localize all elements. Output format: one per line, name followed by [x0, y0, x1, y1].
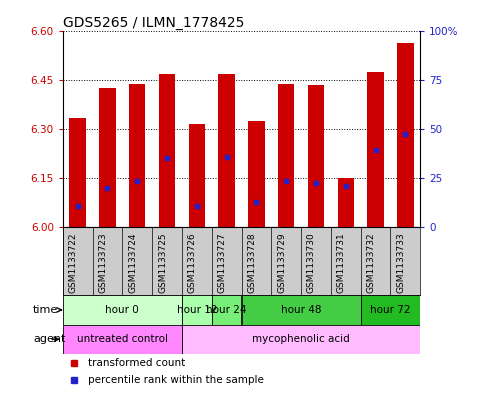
Text: agent: agent [33, 334, 65, 344]
Bar [368, 72, 384, 227]
Bar [189, 124, 205, 227]
Text: GSM1133723: GSM1133723 [99, 232, 108, 293]
Text: untreated control: untreated control [77, 334, 168, 344]
Bar [63, 325, 182, 354]
Text: GSM1133724: GSM1133724 [128, 232, 137, 293]
Bar [182, 295, 212, 325]
Bar [248, 121, 265, 227]
Bar [63, 295, 182, 325]
Text: GSM1133726: GSM1133726 [188, 232, 197, 293]
Text: GSM1133725: GSM1133725 [158, 232, 167, 293]
Text: GSM1133727: GSM1133727 [218, 232, 227, 293]
Text: time: time [33, 305, 61, 315]
Text: hour 48: hour 48 [281, 305, 321, 315]
Bar [308, 85, 324, 227]
Bar [182, 325, 420, 354]
Text: percentile rank within the sample: percentile rank within the sample [88, 375, 264, 385]
Text: hour 72: hour 72 [370, 305, 411, 315]
Bar [278, 84, 294, 227]
Bar [159, 74, 175, 227]
Text: GDS5265 / ILMN_1778425: GDS5265 / ILMN_1778425 [63, 17, 244, 30]
Bar [397, 43, 413, 227]
Bar [70, 118, 86, 227]
Text: GSM1133731: GSM1133731 [337, 232, 346, 293]
Text: GSM1133722: GSM1133722 [69, 232, 78, 293]
Text: hour 12: hour 12 [177, 305, 217, 315]
Bar [99, 88, 115, 227]
Text: GSM1133732: GSM1133732 [367, 232, 376, 293]
Bar [218, 74, 235, 227]
Bar [242, 295, 361, 325]
Text: transformed count: transformed count [88, 358, 185, 368]
Text: mycophenolic acid: mycophenolic acid [252, 334, 350, 344]
Text: GSM1133728: GSM1133728 [247, 232, 256, 293]
Text: hour 24: hour 24 [206, 305, 247, 315]
Text: hour 0: hour 0 [105, 305, 139, 315]
Text: GSM1133730: GSM1133730 [307, 232, 316, 293]
Bar [361, 295, 420, 325]
Bar [129, 84, 145, 227]
Text: GSM1133733: GSM1133733 [397, 232, 405, 293]
Bar [338, 178, 354, 227]
Text: GSM1133729: GSM1133729 [277, 232, 286, 293]
Bar [212, 295, 242, 325]
